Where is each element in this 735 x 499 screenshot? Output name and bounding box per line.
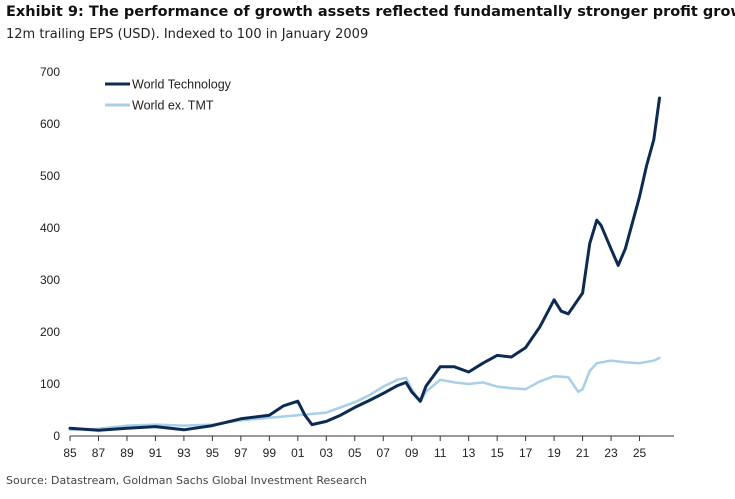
- y-tick-label: 700: [40, 65, 60, 79]
- chart-title: Exhibit 9: The performance of growth ass…: [6, 4, 735, 20]
- x-tick-label: 13: [462, 446, 476, 460]
- x-tick-label: 05: [348, 446, 362, 460]
- y-tick-label: 300: [40, 273, 60, 287]
- x-tick-label: 01: [291, 446, 305, 460]
- y-tick-label: 600: [40, 117, 60, 131]
- y-tick-label: 200: [40, 325, 60, 339]
- x-tick-label: 21: [576, 446, 590, 460]
- x-tick-label: 25: [633, 446, 647, 460]
- y-tick-label: 0: [53, 429, 60, 443]
- x-tick-label: 99: [263, 446, 277, 460]
- x-tick-label: 85: [63, 446, 77, 460]
- legend-label: World Technology: [132, 78, 232, 92]
- chart-axes: 0 100 200 300 400 500 600 700 85 87 89 91 93 95 97 99 01…: [40, 65, 674, 460]
- x-tick-label: 89: [120, 446, 134, 460]
- x-tick-label: 87: [92, 446, 106, 460]
- chart-legend: World Technology World ex. TMT: [105, 78, 232, 113]
- legend-label: World ex. TMT: [132, 99, 214, 113]
- y-tick-label: 500: [40, 169, 60, 183]
- x-tick-label: 11: [434, 446, 447, 460]
- x-tick-label: 09: [405, 446, 419, 460]
- x-tick-label: 03: [320, 446, 334, 460]
- x-tick-label: 19: [547, 446, 561, 460]
- x-tick-label: 93: [177, 446, 191, 460]
- x-tick-label: 23: [604, 446, 618, 460]
- source-note: Source: Datastream, Goldman Sachs Global…: [6, 474, 367, 487]
- series-layer: [68, 96, 661, 432]
- y-tick-label: 100: [40, 377, 60, 391]
- chart-subtitle: 12m trailing EPS (USD). Indexed to 100 i…: [6, 27, 369, 42]
- series-line-world-technology: [68, 96, 661, 432]
- x-tick-label: 91: [149, 446, 163, 460]
- x-tick-label: 95: [206, 446, 220, 460]
- x-tick-label: 07: [377, 446, 391, 460]
- x-tick-label: 15: [490, 446, 504, 460]
- y-tick-label: 400: [40, 221, 60, 235]
- series-line-world-ex-tmt: [68, 356, 661, 432]
- x-tick-label: 17: [519, 446, 533, 460]
- x-tick-label: 97: [234, 446, 248, 460]
- line-chart: 0 100 200 300 400 500 600 700 85 87 89 91 93 95 97 99 01…: [40, 65, 674, 460]
